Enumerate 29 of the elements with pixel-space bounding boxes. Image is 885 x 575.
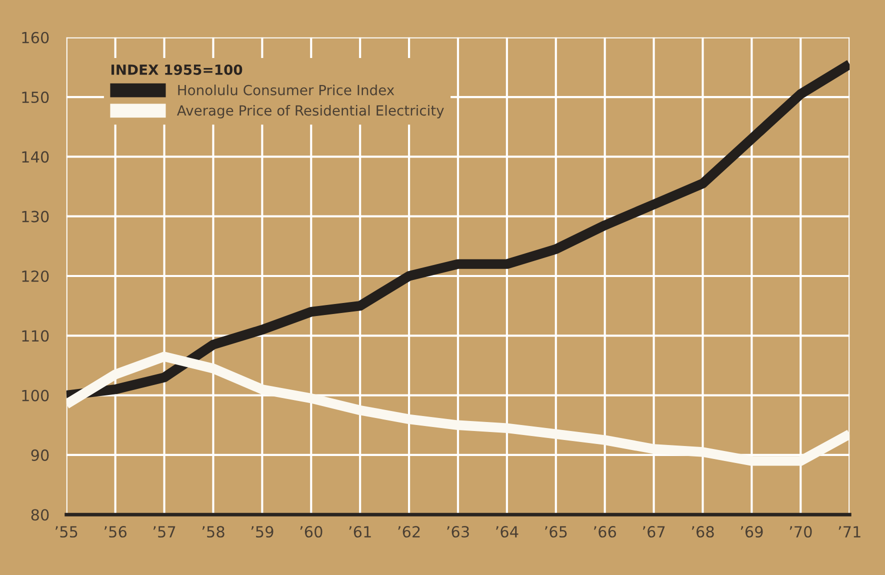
- y-tick-label: 100: [22, 390, 49, 402]
- x-tick-label: ’55: [56, 526, 78, 538]
- x-tick-label: ’61: [349, 526, 371, 538]
- y-tick-label: 150: [22, 91, 49, 104]
- y-tick-label: 130: [22, 210, 49, 222]
- x-tick-label: ’57: [153, 526, 176, 538]
- y-tick-label: 140: [22, 151, 49, 163]
- x-tick-label: ’65: [545, 526, 567, 538]
- x-tick-label: ’64: [496, 526, 518, 538]
- x-tick-label: ’71: [838, 526, 860, 538]
- legend-title: INDEX 1955=100: [111, 64, 242, 75]
- x-tick-label: ’56: [104, 526, 127, 538]
- x-tick-label: ’58: [202, 526, 224, 538]
- x-tick-label: ’67: [642, 526, 665, 538]
- x-tick-label: ’66: [594, 526, 616, 538]
- legend-label: Honolulu Consumer Price Index: [178, 84, 394, 96]
- x-tick-label: ’68: [692, 526, 714, 538]
- x-tick-label: ’62: [398, 526, 420, 538]
- x-tick-label: ’63: [447, 526, 469, 538]
- x-tick-label: ’59: [251, 526, 274, 538]
- x-tick-label: ’69: [740, 526, 763, 538]
- x-tick-label: ’60: [300, 526, 322, 538]
- legend-label: Average Price of Residential Electricity: [176, 104, 444, 118]
- y-tick-label: 120: [22, 270, 49, 282]
- y-tick-label: 90: [31, 449, 49, 461]
- y-tick-label: 160: [22, 32, 49, 44]
- y-tick-label: 80: [31, 509, 49, 521]
- y-tick-label: 110: [22, 330, 49, 342]
- x-tick-label: ’70: [790, 526, 812, 538]
